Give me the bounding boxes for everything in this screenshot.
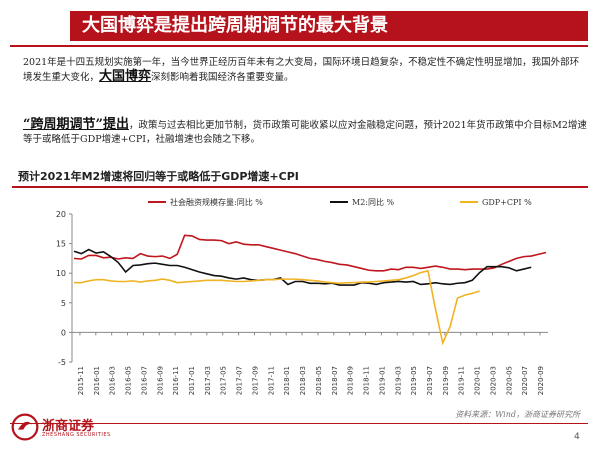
company-logo — [11, 413, 39, 441]
paragraph-2-text: ，政策与过去相比更加节制，货币政策可能收紧以应对金融稳定问题，预计2021年货币… — [23, 120, 587, 145]
y-tick-label: 15 — [56, 240, 66, 249]
x-tick-label: 2020-03 — [489, 366, 497, 395]
x-tick-label: 2017-03 — [204, 366, 212, 395]
logo-name: 浙商证券 — [42, 419, 95, 434]
legend-label-1: 社会融资规模存量:同比 % — [170, 197, 263, 207]
x-tick-label: 2019-05 — [410, 366, 418, 395]
title-divider — [10, 45, 588, 47]
footer-divider — [10, 423, 588, 424]
series-line-1 — [73, 234, 547, 272]
x-tick-label: 2019-03 — [394, 366, 402, 395]
x-tick-label: 2016-01 — [93, 366, 101, 395]
paragraph-1-text-a: 2021年是十四五规划实施第一年，当今世界正经历百年未有之大变局，国际环境日趋复… — [23, 57, 580, 83]
y-tick-label: 5 — [61, 299, 66, 308]
source-note: 资料来源：Wind，浙商证券研究所 — [455, 410, 580, 419]
x-tick-label: 2018-01 — [283, 366, 291, 395]
paragraph-1-highlight: 大国博弈 — [99, 69, 152, 84]
x-tick-label: 2016-07 — [140, 366, 148, 395]
legend-label-3: GDP+CPI % — [482, 198, 532, 207]
paragraph-1: 2021年是十四五规划实施第一年，当今世界正经历百年未有之大变局，国际环境日趋复… — [23, 56, 588, 85]
line-chart: -5 0 5 10 15 20 2015-11 2016-01 2016-03 2016-05 20… — [56, 197, 548, 395]
x-tick-label: 2015-11 — [77, 366, 85, 395]
x-tick-label: 2018-11 — [363, 366, 371, 395]
slide-title: 大国博弈是提出跨周期调节的最大背景 — [70, 11, 588, 41]
x-tick-label: 2017-09 — [251, 366, 259, 395]
paragraph-2-highlight: “跨周期调节”提出 — [23, 117, 129, 132]
x-tick-label: 2020-01 — [474, 366, 482, 395]
series-line-3 — [74, 269, 480, 346]
x-tick-label: 2018-07 — [331, 366, 339, 395]
x-tick-label: 2016-05 — [125, 366, 133, 395]
chart-title: 预计2021年M2增速将回归等于或略低于GDP增速+CPI — [12, 168, 588, 188]
x-tick-label: 2016-03 — [109, 366, 117, 395]
paragraph-2: “跨周期调节”提出，政策与过去相比更加节制，货币政策可能收紧以应对金融稳定问题，… — [23, 118, 588, 147]
x-tick-label: 2020-07 — [521, 366, 529, 395]
series-line-2 — [73, 248, 532, 286]
x-tick-label: 2019-09 — [442, 366, 450, 395]
x-tick-label: 2017-11 — [267, 366, 275, 395]
x-tick-label: 2018-03 — [299, 366, 307, 395]
x-tick-label: 2020-05 — [505, 366, 513, 395]
y-tick-label: 10 — [56, 269, 66, 278]
x-tick-label: 2019-11 — [458, 366, 466, 395]
x-tick-label: 2018-05 — [315, 366, 323, 395]
x-tick-label: 2019-07 — [426, 366, 434, 395]
y-tick-label: 0 — [61, 328, 66, 337]
y-tick-label: 20 — [56, 210, 66, 219]
paragraph-1-text-b: 深刻影响着我国经济各重要变量。 — [151, 72, 294, 83]
x-tick-label: 2016-11 — [172, 366, 180, 395]
page-number: 4 — [574, 432, 580, 442]
legend-label-2: M2:同比 % — [352, 197, 395, 207]
x-tick-label: 2018-09 — [347, 366, 355, 395]
x-tick-label: 2016-09 — [156, 366, 164, 395]
logo-subtitle: ZHESHANG SECURITIES — [42, 432, 111, 438]
x-tick-label: 2017-01 — [188, 366, 196, 395]
x-tick-label: 2017-05 — [220, 366, 228, 395]
y-tick-label: -5 — [58, 358, 66, 367]
x-tick-label: 2019-01 — [378, 366, 386, 395]
x-tick-label: 2017-07 — [236, 366, 244, 395]
x-tick-label: 2020-09 — [537, 366, 545, 395]
